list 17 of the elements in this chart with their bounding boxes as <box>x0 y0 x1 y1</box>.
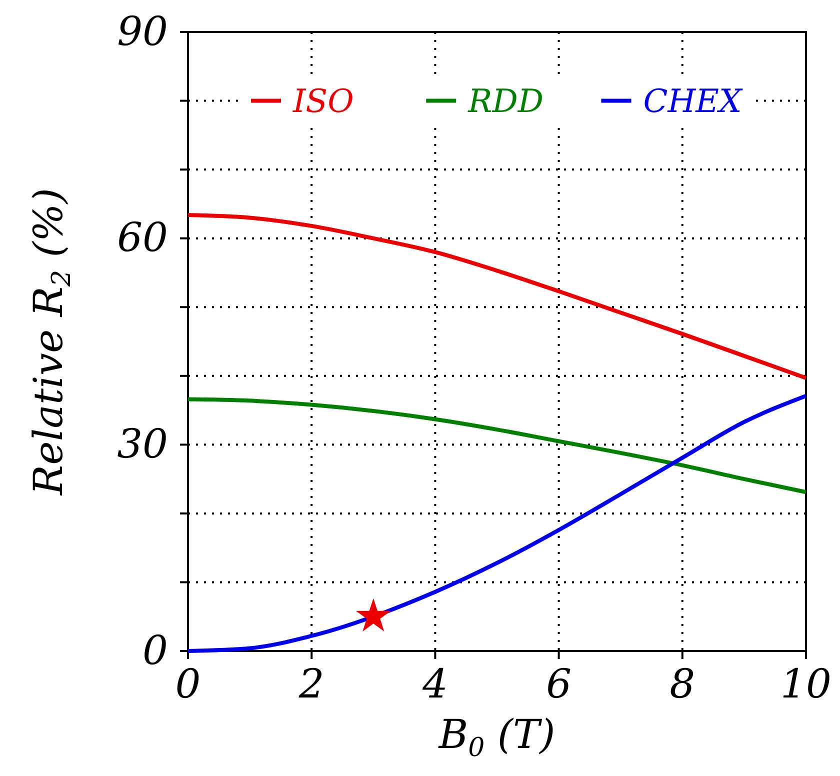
x-axis-title: B$_{0}$ (T) <box>438 712 556 763</box>
y-tick-label: 60 <box>117 215 168 262</box>
x-tick-label: 6 <box>546 661 572 708</box>
legend-label: ISO <box>292 82 354 120</box>
legend-label: RDD <box>467 82 544 120</box>
y-tick-label: 0 <box>142 628 168 674</box>
y-tick-label: 90 <box>117 8 168 55</box>
line-series <box>186 397 808 494</box>
y-tick-label: 30 <box>117 421 168 468</box>
line-series <box>186 212 808 380</box>
x-tick-label: 10 <box>780 661 832 708</box>
line-series <box>186 394 808 653</box>
legend-label: CHEX <box>643 82 743 120</box>
x-tick-label: 4 <box>421 661 448 708</box>
x-tick-label: 2 <box>298 661 324 708</box>
x-tick-label: 8 <box>670 661 696 708</box>
x-tick-label: 0 <box>175 661 201 708</box>
